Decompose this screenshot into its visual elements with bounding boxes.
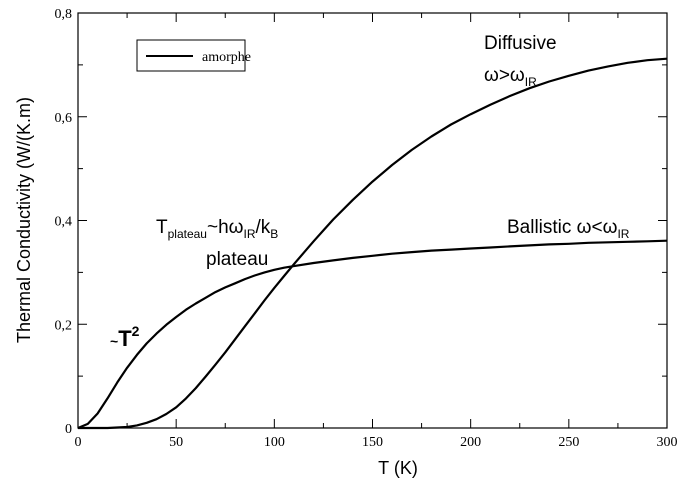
x-tick-label: 250 <box>558 435 579 450</box>
annotation-t-squared: ~T2 <box>110 323 140 351</box>
y-tick-label: 0,4 <box>55 215 73 230</box>
annotation-diffusive: Diffusive <box>484 33 557 54</box>
series-line-2 <box>77 239 668 430</box>
x-tick-label: 300 <box>657 435 678 450</box>
diffusive-cond-sub: IR <box>525 75 537 89</box>
x-tick-label: 200 <box>460 435 481 450</box>
tplateau-mid-sub: IR <box>243 227 255 241</box>
y-axis-label: Thermal Conductivity (W/(K.m) <box>14 97 34 343</box>
x-ticks: 0 50 100 150 200 250 300 <box>75 13 678 450</box>
tsq-tilde: ~ <box>110 333 118 349</box>
annotation-plateau: plateau <box>206 249 268 270</box>
legend-label: amorphe <box>202 50 251 65</box>
tplateau-t: T <box>156 217 168 238</box>
annotation-t-plateau: Tplateau~hωIR/kB <box>156 217 278 241</box>
series-layer <box>77 57 668 430</box>
y-tick-label: 0 <box>65 422 72 437</box>
y-tick-label: 0,8 <box>55 7 73 22</box>
tsq-base: T <box>118 326 132 351</box>
ballistic-main: Ballistic ω<ω <box>507 217 618 238</box>
tplateau-tail-sub: B <box>270 227 278 241</box>
tplateau-mid: ~hω <box>207 217 244 238</box>
x-axis-label: T (K) <box>378 458 418 478</box>
x-tick-label: 0 <box>75 435 82 450</box>
annotation-diffusive-condition: ω>ωIR <box>484 65 537 89</box>
y-tick-label: 0,2 <box>55 318 73 333</box>
legend: amorphe <box>136 39 251 72</box>
series-line-1 <box>78 57 668 430</box>
y-tick-label: 0,6 <box>55 111 73 126</box>
annotation-ballistic: Ballistic ω<ωIR <box>507 217 630 241</box>
diffusive-cond-main: ω>ω <box>484 65 525 86</box>
tsq-exp: 2 <box>132 323 140 339</box>
x-tick-label: 150 <box>362 435 383 450</box>
ballistic-sub: IR <box>617 227 629 241</box>
x-tick-label: 50 <box>169 435 183 450</box>
tplateau-tail: /k <box>255 217 270 238</box>
x-tick-label: 100 <box>264 435 285 450</box>
tplateau-t-sub: plateau <box>168 227 207 241</box>
